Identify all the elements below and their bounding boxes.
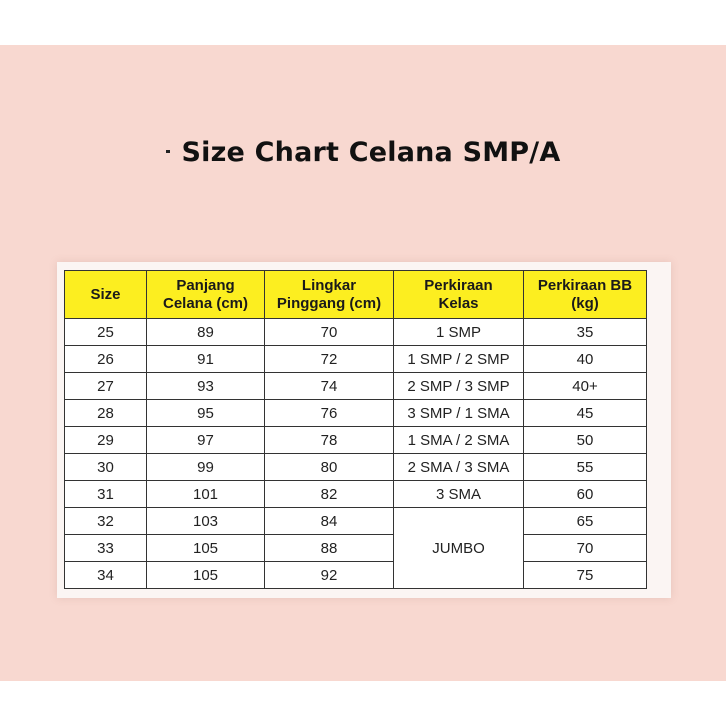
cell-panjang: 99 [146, 453, 265, 481]
table-row: 30 99 80 2 SMA / 3 SMA 55 [64, 453, 647, 481]
cell-size: 32 [64, 507, 147, 535]
table-row: 25 89 70 1 SMP 35 [64, 318, 647, 346]
cell-lingkar: 80 [264, 453, 394, 481]
header-panjang: Panjang Celana (cm) [146, 270, 265, 319]
table-row: 27 93 74 2 SMP / 3 SMP 40+ [64, 372, 647, 400]
cell-bb: 55 [523, 453, 647, 481]
cell-kelas: 2 SMA / 3 SMA [393, 453, 524, 481]
cell-bb: 45 [523, 399, 647, 427]
cell-bb: 40+ [523, 372, 647, 400]
header-lingkar: Lingkar Pinggang (cm) [264, 270, 394, 319]
cell-size: 29 [64, 426, 147, 454]
cell-kelas: 2 SMP / 3 SMP [393, 372, 524, 400]
header-size: Size [64, 270, 147, 319]
cell-size: 34 [64, 561, 147, 589]
cell-lingkar: 70 [264, 318, 394, 346]
table-row: 33 105 88 70 [64, 534, 647, 562]
cell-size: 27 [64, 372, 147, 400]
table-row: 28 95 76 3 SMP / 1 SMA 45 [64, 399, 647, 427]
cell-kelas: 1 SMA / 2 SMA [393, 426, 524, 454]
cell-kelas: 3 SMA [393, 480, 524, 508]
table-row: 26 91 72 1 SMP / 2 SMP 40 [64, 345, 647, 373]
cell-panjang: 97 [146, 426, 265, 454]
cell-lingkar: 76 [264, 399, 394, 427]
table-row: 31 101 82 3 SMA 60 [64, 480, 647, 508]
cell-panjang: 103 [146, 507, 265, 535]
cell-bb: 40 [523, 345, 647, 373]
cell-size: 28 [64, 399, 147, 427]
cell-panjang: 91 [146, 345, 265, 373]
table-row: 29 97 78 1 SMA / 2 SMA 50 [64, 426, 647, 454]
cell-bb: 50 [523, 426, 647, 454]
cell-bb: 70 [523, 534, 647, 562]
size-chart-table: Size Panjang Celana (cm) Lingkar Pinggang … [64, 270, 647, 589]
cell-panjang: 105 [146, 534, 265, 562]
header-kelas: Perkiraan Kelas [393, 270, 524, 319]
cell-panjang: 105 [146, 561, 265, 589]
cell-lingkar: 92 [264, 561, 394, 589]
cell-lingkar: 78 [264, 426, 394, 454]
cell-lingkar: 74 [264, 372, 394, 400]
dash-mark [165, 150, 170, 153]
cell-bb: 65 [523, 507, 647, 535]
title-text: Size Chart Celana SMP/A [181, 137, 561, 168]
cell-size: 26 [64, 345, 147, 373]
header-bb: Perkiraan BB (kg) [523, 270, 647, 319]
table-row: 32 103 84 JUMBO 65 [64, 507, 647, 589]
cell-size: 31 [64, 480, 147, 508]
cell-lingkar: 84 [264, 507, 394, 535]
table-row: 34 105 92 75 [64, 561, 647, 589]
cell-size: 25 [64, 318, 147, 346]
cell-lingkar: 82 [264, 480, 394, 508]
cell-panjang: 95 [146, 399, 265, 427]
cell-size: 30 [64, 453, 147, 481]
cell-panjang: 93 [146, 372, 265, 400]
page-title: Size Chart Celana SMP/A [0, 137, 726, 168]
cell-size: 33 [64, 534, 147, 562]
cell-kelas: 3 SMP / 1 SMA [393, 399, 524, 427]
cell-bb: 35 [523, 318, 647, 346]
cell-bb: 60 [523, 480, 647, 508]
cell-lingkar: 88 [264, 534, 394, 562]
cell-panjang: 89 [146, 318, 265, 346]
cell-bb: 75 [523, 561, 647, 589]
header-row: Size Panjang Celana (cm) Lingkar Pinggang … [64, 270, 647, 319]
cell-lingkar: 72 [264, 345, 394, 373]
cell-kelas: 1 SMP / 2 SMP [393, 345, 524, 373]
cell-kelas: 1 SMP [393, 318, 524, 346]
cell-panjang: 101 [146, 480, 265, 508]
cell-kelas-jumbo: JUMBO [393, 507, 524, 589]
